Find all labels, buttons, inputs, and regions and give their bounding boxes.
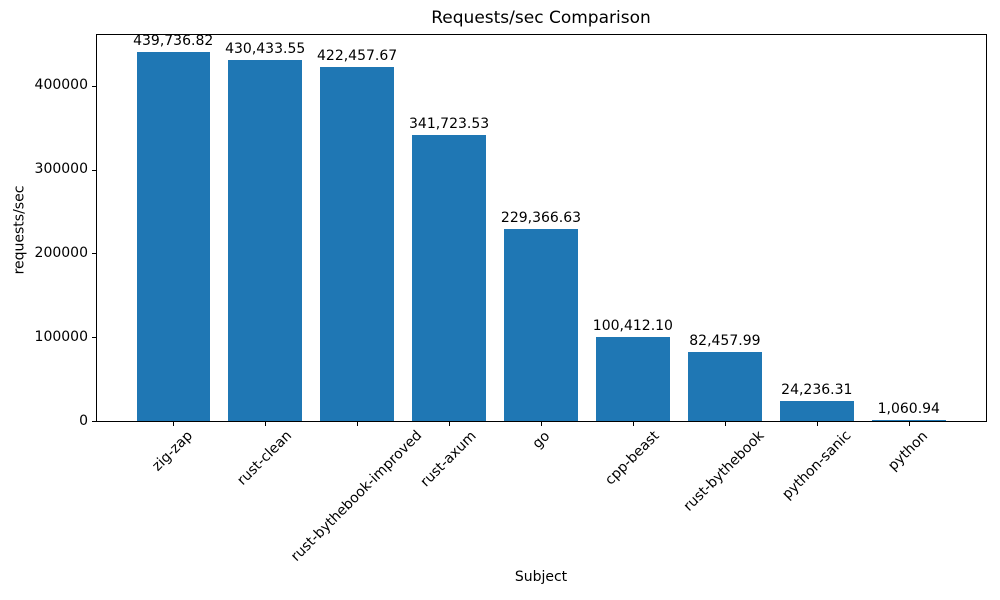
x-tick-label-cpp-beast: cpp-beast — [602, 427, 663, 489]
y-tick-label: 400000 — [34, 77, 88, 94]
x-tick-label-rust-clean: rust-clean — [234, 427, 296, 489]
x-tick-mark — [724, 422, 726, 426]
y-tick-label: 200000 — [34, 244, 88, 261]
bar-zig-zap — [136, 52, 211, 421]
right-spine — [986, 34, 987, 422]
y-tick-mark — [92, 337, 96, 339]
x-tick-mark — [632, 422, 634, 426]
bar-value-label: 422,457.67 — [317, 47, 398, 64]
bar-rust-clean — [228, 60, 302, 421]
bar-rust-axum — [412, 134, 486, 421]
y-tick-mark — [92, 421, 96, 422]
x-tick-label-python-sanic: python-sanic — [779, 427, 855, 504]
x-tick-mark — [357, 422, 359, 426]
x-tick-label-rust-bythebook: rust-bythebook — [681, 428, 768, 515]
y-tick-label: 100000 — [34, 328, 88, 345]
y-tick-mark — [92, 169, 96, 171]
y-tick-mark — [92, 253, 96, 255]
bar-cpp-beast — [596, 336, 670, 421]
bar-value-label: 82,457.99 — [689, 332, 761, 349]
x-tick-label-rust-axum: rust-axum — [417, 428, 480, 491]
y-tick-label: 300000 — [34, 161, 88, 178]
x-tick-mark — [449, 422, 451, 426]
bar-rust-bythebook — [688, 351, 762, 421]
bar-go — [504, 228, 578, 421]
y-tick-mark — [92, 85, 96, 87]
bar-python-sanic — [780, 400, 854, 421]
top-spine — [96, 34, 987, 35]
left-spine — [96, 34, 97, 421]
chart-title: Requests/sec Comparison — [431, 8, 651, 28]
x-tick-label-python: python — [885, 427, 932, 474]
plot-area: 439,736.82 430,433.55 422,457.67 341,723.53… — [96, 33, 986, 421]
bar-value-label: 439,736.82 — [133, 33, 214, 50]
bar-rust-bythebook-improved — [320, 66, 394, 421]
x-tick-mark — [265, 422, 267, 426]
y-tick-label: 0 — [79, 412, 88, 429]
bar-value-label: 1,060.94 — [877, 401, 940, 418]
x-axis-label: Subject — [514, 569, 568, 585]
bar-value-label: 430,433.55 — [225, 41, 306, 58]
x-tick-mark — [908, 422, 910, 426]
x-tick-mark — [173, 422, 175, 426]
x-tick-mark — [816, 422, 818, 426]
x-tick-label-go: go — [529, 427, 553, 452]
bar-python — [872, 420, 946, 421]
bottom-spine — [96, 421, 987, 422]
x-tick-label-rust-bythebook-improved: rust-bythebook-improved — [288, 427, 426, 566]
bar-value-label: 24,236.31 — [781, 381, 853, 398]
bar-value-label: 100,412.10 — [592, 317, 673, 334]
bar-value-label: 229,366.63 — [500, 209, 582, 226]
x-tick-mark — [541, 422, 542, 426]
bar-value-label: 341,723.53 — [409, 115, 490, 132]
x-tick-label-zig-zap: zig-zap — [149, 427, 197, 475]
